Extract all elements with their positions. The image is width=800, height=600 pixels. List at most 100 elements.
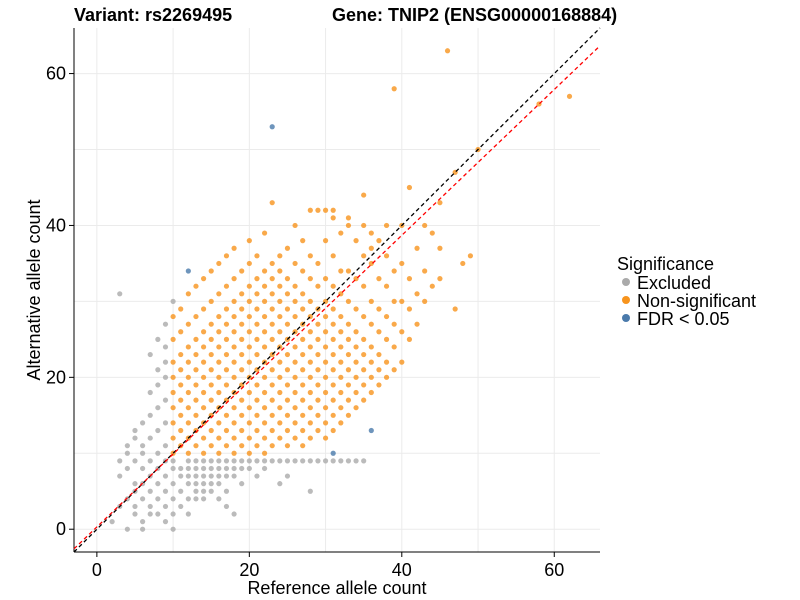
point-non-significant	[284, 412, 291, 418]
point-non-significant	[330, 412, 336, 418]
point-non-significant	[460, 260, 466, 267]
point-excluded	[208, 465, 214, 472]
point-non-significant	[170, 420, 176, 426]
point-non-significant	[338, 329, 344, 335]
point-non-significant	[269, 397, 275, 403]
point-excluded	[231, 465, 237, 472]
point-excluded	[254, 473, 260, 479]
point-excluded	[147, 458, 153, 464]
point-non-significant	[307, 359, 313, 365]
point-excluded	[155, 405, 161, 411]
point-non-significant	[361, 336, 367, 342]
point-non-significant	[261, 450, 268, 456]
point-non-significant	[261, 268, 268, 274]
point-non-significant	[345, 222, 352, 229]
point-non-significant	[277, 359, 283, 365]
point-non-significant	[246, 238, 252, 244]
point-excluded	[330, 458, 336, 464]
point-excluded	[239, 458, 245, 464]
point-non-significant	[261, 405, 268, 411]
point-non-significant	[376, 329, 382, 335]
point-non-significant	[246, 283, 252, 289]
point-non-significant	[284, 276, 291, 282]
point-excluded	[124, 450, 130, 456]
point-excluded	[239, 465, 245, 472]
point-non-significant	[246, 420, 252, 426]
point-non-significant	[261, 435, 268, 441]
x-axis-label: Reference allele count	[247, 578, 426, 598]
point-non-significant	[315, 367, 321, 373]
point-non-significant	[292, 435, 298, 441]
point-non-significant	[254, 351, 260, 358]
point-non-significant	[322, 276, 329, 282]
point-non-significant	[170, 435, 176, 441]
point-non-significant	[178, 329, 184, 335]
point-excluded	[132, 458, 138, 464]
point-non-significant	[216, 389, 222, 396]
point-non-significant	[254, 291, 260, 297]
point-non-significant	[178, 367, 184, 373]
point-excluded	[170, 458, 176, 464]
point-non-significant	[239, 397, 245, 403]
point-non-significant	[391, 268, 397, 274]
point-non-significant	[246, 260, 252, 267]
point-non-significant	[307, 253, 313, 259]
point-non-significant	[277, 268, 283, 274]
legend-marker-non-significant	[622, 296, 630, 304]
point-non-significant	[292, 359, 298, 365]
point-non-significant	[300, 367, 306, 373]
point-excluded	[193, 458, 199, 464]
point-fdr-0-05	[269, 124, 275, 130]
point-non-significant	[315, 260, 321, 267]
legend: Significance ExcludedNon-significantFDR …	[617, 254, 756, 329]
point-non-significant	[170, 359, 176, 365]
point-non-significant	[223, 253, 230, 259]
point-non-significant	[353, 389, 359, 396]
point-non-significant	[307, 329, 313, 335]
point-excluded	[223, 465, 230, 472]
point-excluded	[140, 526, 146, 532]
y-tick-label: 40	[46, 215, 66, 235]
point-non-significant	[231, 374, 237, 380]
point-non-significant	[200, 435, 207, 441]
point-non-significant	[231, 359, 237, 365]
point-non-significant	[208, 268, 214, 274]
point-non-significant	[383, 253, 390, 259]
point-excluded	[208, 473, 214, 479]
point-non-significant	[391, 298, 397, 304]
point-excluded	[132, 511, 138, 517]
point-excluded	[223, 503, 230, 510]
point-non-significant	[216, 420, 222, 426]
point-excluded	[140, 496, 146, 502]
point-excluded	[147, 511, 153, 517]
point-non-significant	[269, 306, 275, 312]
point-non-significant	[208, 382, 214, 388]
point-non-significant	[361, 222, 367, 229]
x-tick-label: 60	[544, 560, 564, 580]
point-non-significant	[307, 374, 313, 380]
point-non-significant	[368, 344, 374, 350]
point-excluded	[223, 488, 230, 494]
point-non-significant	[330, 306, 336, 312]
point-non-significant	[200, 389, 207, 396]
point-non-significant	[216, 329, 222, 335]
point-excluded	[200, 473, 207, 479]
point-non-significant	[254, 306, 260, 312]
point-excluded	[170, 496, 176, 502]
point-non-significant	[200, 374, 207, 380]
point-non-significant	[239, 367, 245, 373]
point-non-significant	[330, 351, 336, 358]
point-excluded	[178, 473, 184, 479]
point-non-significant	[223, 382, 230, 388]
point-excluded	[147, 389, 153, 396]
point-excluded	[124, 526, 130, 532]
point-non-significant	[277, 405, 283, 411]
point-non-significant	[208, 367, 214, 373]
point-non-significant	[231, 450, 237, 456]
point-non-significant	[330, 283, 336, 289]
y-tick-label: 20	[46, 367, 66, 387]
point-non-significant	[368, 321, 374, 327]
point-non-significant	[338, 230, 344, 236]
point-non-significant	[345, 215, 352, 221]
point-non-significant	[406, 336, 413, 342]
